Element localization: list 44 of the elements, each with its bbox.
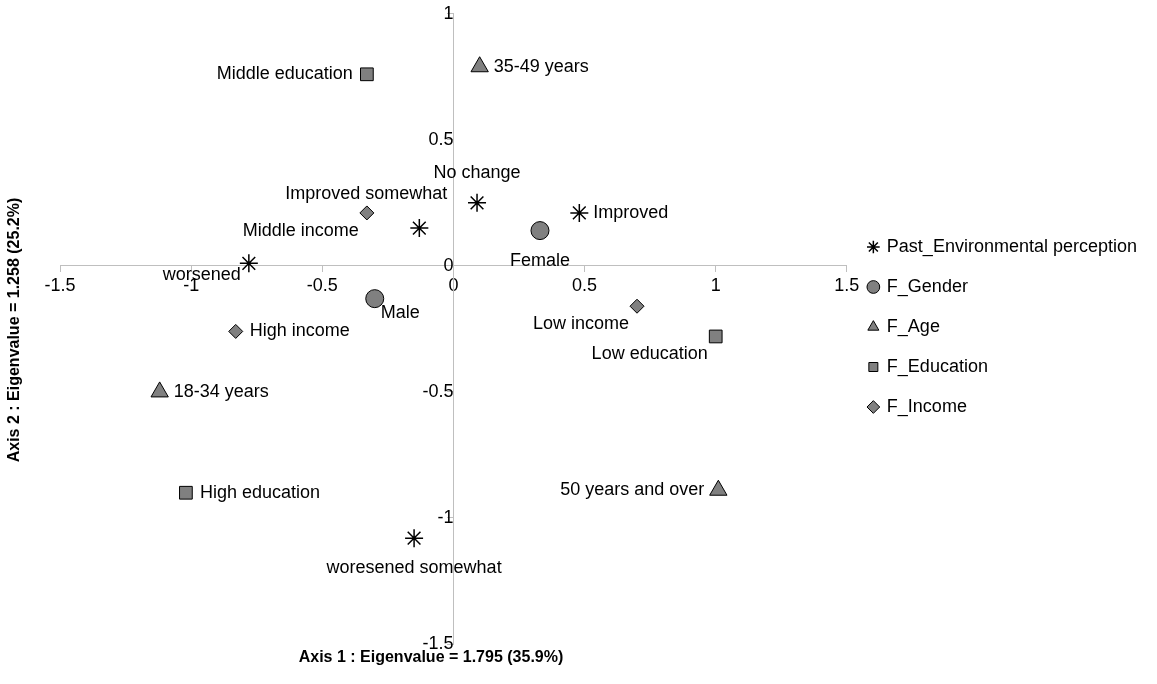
legend-label: F_Gender [886, 275, 968, 297]
legend-label: Past_Environmental perception [886, 235, 1138, 257]
point [629, 298, 645, 314]
y-tick-label: -0.5 [422, 380, 454, 401]
point [239, 253, 259, 274]
legend-label: F_Income [886, 395, 967, 417]
y-tick-label: -1 [437, 506, 454, 527]
x-tick-label: -0.5 [306, 274, 338, 295]
point [530, 221, 550, 241]
annotation: High income [249, 320, 350, 341]
annotation: 50 years and over [560, 479, 705, 500]
legend-label: F_Education [886, 355, 988, 377]
point [360, 67, 374, 82]
y-tick-label: 1 [443, 2, 454, 23]
y-axis-title: Axis 2 : Eigenvalue = 1.258 (25.2%) [5, 197, 23, 463]
y-tick-label: 0.5 [428, 128, 454, 149]
point [228, 323, 244, 339]
x-tick-label: 1 [710, 274, 721, 295]
annotation: 18-34 years [173, 380, 269, 401]
annotation: Male [380, 301, 420, 322]
x-tick-label: 1.5 [834, 274, 860, 295]
annotation: Middle income [242, 219, 359, 240]
point [359, 205, 375, 221]
annotation: Low income [532, 313, 630, 334]
annotation: No change [433, 161, 521, 182]
point [467, 193, 487, 213]
x-axis-title: Axis 1 : Eigenvalue = 1.795 (35.9%) [297, 648, 565, 666]
annotation: Low education [591, 343, 708, 364]
point [708, 329, 723, 344]
x-tick-label: -1.5 [44, 274, 76, 295]
point [409, 218, 430, 238]
annotation: Female [509, 249, 570, 270]
y-tick-label: 0 [443, 254, 454, 275]
point [569, 203, 590, 223]
annotation: Improved [593, 201, 669, 222]
annotation: High education [199, 481, 320, 502]
annotation: Improved somewhat [285, 183, 448, 204]
annotation: Middle education [216, 63, 353, 84]
x-tick-label: 0.5 [572, 274, 598, 295]
point [179, 485, 193, 500]
annotation: woresened somewhat [325, 557, 502, 578]
annotation: 35-49 years [493, 55, 589, 76]
legend-label: F_Age [886, 315, 940, 337]
point [404, 528, 424, 548]
